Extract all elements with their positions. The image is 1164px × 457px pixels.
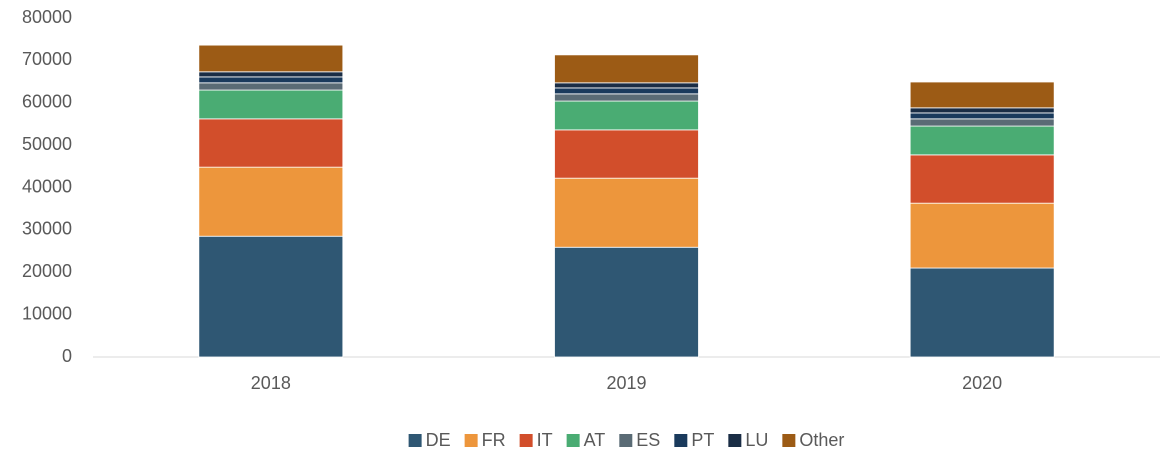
legend-label: IT: [537, 430, 553, 450]
bar-segment: [909, 118, 1055, 127]
y-tick-label: 50000: [22, 134, 72, 154]
bar-segment: [554, 54, 699, 84]
legend-label: DE: [426, 430, 451, 450]
y-tick-label: 30000: [22, 219, 72, 239]
bar-segment: [909, 112, 1055, 120]
bar-segment: [198, 166, 344, 237]
y-tick-label: 10000: [22, 303, 72, 323]
x-tick-label: 2020: [962, 373, 1002, 393]
bar-segment: [198, 71, 344, 78]
legend-label: AT: [584, 430, 606, 450]
y-tick-label: 60000: [22, 92, 72, 112]
bar-segment: [554, 246, 699, 358]
x-tick-label: 2019: [606, 373, 646, 393]
legend-label: LU: [745, 430, 768, 450]
bar-segment: [909, 107, 1055, 114]
y-tick-label: 0: [62, 346, 72, 366]
legend-label: ES: [636, 430, 660, 450]
legend-swatch: [408, 434, 422, 447]
legend: DE FR IT AT ES PT LU Other: [408, 430, 844, 450]
legend-label: FR: [482, 430, 506, 450]
bar-segment: [554, 93, 699, 102]
bar-segment: [554, 129, 699, 179]
bar-segment: [198, 82, 344, 91]
bar-segment: [198, 235, 344, 358]
bar-segment: [909, 81, 1055, 109]
legend-swatch: [519, 434, 533, 447]
legend-swatch: [566, 434, 580, 447]
legend-label: PT: [691, 430, 714, 450]
legend-swatch: [728, 434, 742, 447]
x-tick-label: 2018: [251, 373, 291, 393]
bar-segment: [909, 267, 1055, 358]
bar-segment: [198, 89, 344, 120]
y-tick-label: 80000: [22, 7, 72, 27]
legend-label: Other: [799, 430, 844, 450]
legend-swatch: [619, 434, 633, 447]
bar-segment: [554, 82, 699, 89]
bar-segment: [198, 76, 344, 84]
bar-segment: [198, 118, 344, 168]
y-tick-label: 20000: [22, 261, 72, 281]
bar-segment: [198, 44, 344, 73]
y-tick-label: 70000: [22, 49, 72, 69]
bar-segment: [554, 100, 699, 131]
bar-segment: [909, 154, 1055, 204]
legend-swatch: [464, 434, 478, 447]
legend-swatch: [674, 434, 688, 447]
bar-segment: [554, 87, 699, 95]
bar-segment: [909, 125, 1055, 156]
legend-swatch: [782, 434, 796, 447]
y-tick-label: 40000: [22, 176, 72, 196]
bar-segment: [554, 177, 699, 248]
bar-segment: [909, 202, 1055, 269]
